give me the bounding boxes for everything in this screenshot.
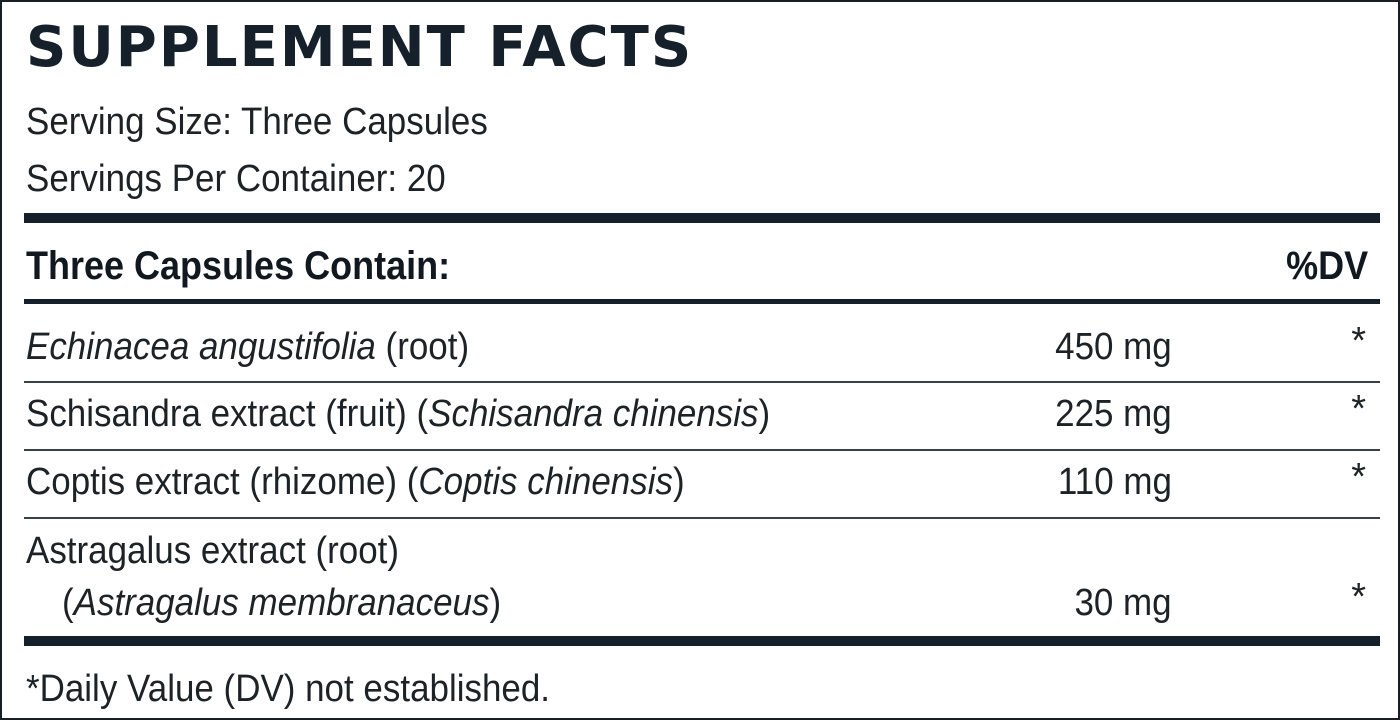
dv-header: %DV — [1285, 244, 1368, 288]
serving-size: Serving Size: Three Capsules — [26, 101, 488, 143]
row-divider — [24, 381, 1380, 383]
row-divider — [24, 517, 1380, 519]
ingredient-name-line2: (Astragalus membranaceus) — [62, 582, 502, 624]
footnote: *Daily Value (DV) not established. — [26, 668, 551, 710]
ingredient-dv: * — [1351, 576, 1366, 618]
thick-divider-top — [24, 213, 1380, 223]
ingredient-dv: * — [1351, 456, 1366, 498]
ingredient-name: Coptis extract (rhizome) (Coptis chinens… — [26, 461, 685, 503]
ingredient-amount: 225 mg — [1055, 393, 1172, 435]
panel-title: SUPPLEMENT FACTS — [26, 15, 694, 80]
ingredient-dv: * — [1351, 320, 1366, 362]
column-header: Three Capsules Contain: — [26, 244, 451, 288]
ingredient-amount: 450 mg — [1055, 326, 1172, 368]
servings-per-container: Servings Per Container: 20 — [26, 158, 446, 200]
thick-divider-bottom — [24, 636, 1380, 646]
row-divider — [24, 449, 1380, 451]
header-divider — [24, 299, 1380, 304]
ingredient-amount: 110 mg — [1057, 461, 1172, 503]
ingredient-name: Echinacea angustifolia (root) — [26, 326, 470, 368]
ingredient-amount: 30 mg — [1074, 582, 1172, 624]
ingredient-dv: * — [1351, 388, 1366, 430]
ingredient-name-line1: Astragalus extract (root) — [26, 530, 400, 572]
ingredient-name: Schisandra extract (fruit) (Schisandra c… — [26, 393, 771, 435]
